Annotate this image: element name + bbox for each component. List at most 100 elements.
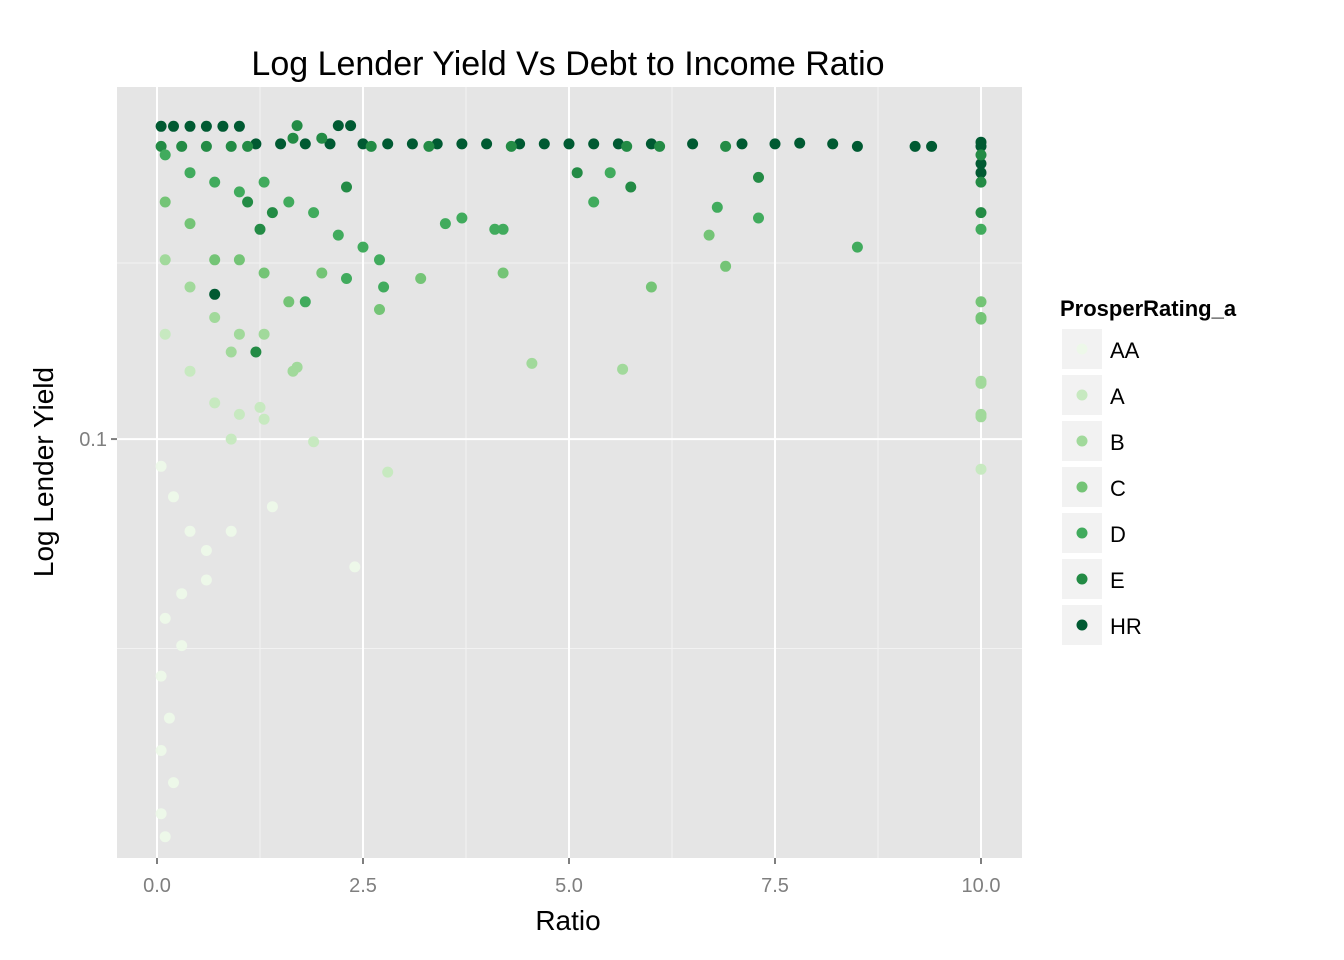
data-point-d <box>588 196 600 208</box>
data-point-hr <box>851 140 863 152</box>
x-axis-title: Ratio <box>535 905 600 936</box>
legend-item-d: D <box>1060 511 1126 555</box>
data-point-c <box>233 254 245 266</box>
data-point-d <box>184 167 196 179</box>
data-point-d <box>332 229 344 241</box>
data-point-e <box>291 120 303 132</box>
data-point-c <box>497 267 509 279</box>
data-point-b <box>258 328 270 340</box>
legend-item-hr: HR <box>1060 603 1142 647</box>
data-point-aa <box>168 777 179 789</box>
data-point-hr <box>184 120 196 132</box>
data-point-d <box>489 223 501 235</box>
data-point-e <box>720 140 732 152</box>
data-point-e <box>316 132 328 144</box>
data-point-a <box>254 401 266 413</box>
legend-swatch <box>1076 343 1088 355</box>
data-point-d <box>357 241 369 253</box>
data-point-b <box>159 254 171 266</box>
data-point-b <box>225 346 237 358</box>
data-point-e <box>242 140 254 152</box>
data-point-d <box>299 296 311 308</box>
data-point-d <box>456 212 468 224</box>
data-point-d <box>374 254 385 266</box>
data-point-c <box>316 267 328 279</box>
data-point-aa <box>176 640 188 652</box>
data-point-hr <box>209 288 221 300</box>
data-point-hr <box>926 140 938 152</box>
data-point-e <box>753 171 764 183</box>
data-point-aa <box>155 670 167 682</box>
data-point-d <box>159 149 171 161</box>
data-point-c <box>258 267 270 279</box>
data-point-b <box>287 365 299 377</box>
data-point-hr <box>456 138 468 150</box>
legend-item-e: E <box>1060 557 1125 601</box>
legend-item-aa: AA <box>1060 327 1140 371</box>
data-point-hr <box>275 138 287 150</box>
data-point-a <box>382 466 394 478</box>
data-point-a <box>233 408 245 420</box>
data-point-b <box>233 328 245 340</box>
data-points <box>155 120 987 843</box>
chart-title: Log Lender Yield Vs Debt to Income Ratio <box>251 45 884 83</box>
data-point-hr <box>299 138 311 150</box>
x-tick-label: 2.5 <box>349 875 377 897</box>
data-point-aa <box>184 525 196 537</box>
legend-swatch <box>1076 435 1088 447</box>
data-point-aa <box>155 808 167 820</box>
data-point-b <box>526 357 538 369</box>
x-tick-label: 0.0 <box>143 875 171 897</box>
x-tick-label: 5.0 <box>555 875 583 897</box>
data-point-a <box>209 397 221 409</box>
data-point-e <box>225 140 237 152</box>
legend-label: B <box>1110 430 1125 455</box>
data-point-hr <box>345 120 357 132</box>
data-point-hr <box>431 138 443 150</box>
data-point-e <box>176 140 188 152</box>
data-point-c <box>374 304 385 315</box>
data-point-hr <box>168 120 179 132</box>
data-point-hr <box>382 138 394 150</box>
y-tick-label: 0.1 <box>79 429 107 451</box>
data-point-c <box>283 296 295 308</box>
data-point-aa <box>163 712 175 724</box>
data-point-aa <box>266 501 278 513</box>
data-point-e <box>975 176 987 188</box>
data-point-c <box>703 229 715 241</box>
data-point-d <box>604 167 616 179</box>
data-point-b <box>975 411 987 423</box>
data-point-hr <box>538 138 550 150</box>
data-point-d <box>497 223 509 235</box>
data-point-c <box>975 296 987 308</box>
data-point-d <box>341 273 352 284</box>
data-point-aa <box>159 831 171 843</box>
data-point-aa <box>176 588 188 600</box>
data-point-e <box>505 140 517 152</box>
data-point-c <box>159 196 171 208</box>
data-point-e <box>200 140 212 152</box>
data-point-d <box>233 186 245 198</box>
data-point-hr <box>233 120 245 132</box>
data-point-c <box>975 313 987 325</box>
data-point-aa <box>200 574 212 586</box>
data-point-e <box>341 181 352 193</box>
legend-label: HR <box>1110 614 1142 639</box>
data-point-e <box>155 140 167 152</box>
data-point-hr <box>612 138 624 150</box>
data-point-a <box>225 433 237 445</box>
data-point-b <box>209 312 221 323</box>
legend-swatch <box>1076 389 1088 401</box>
data-point-a <box>308 436 320 448</box>
legend-swatch <box>1076 619 1088 631</box>
data-point-aa <box>200 545 212 556</box>
legend-item-c: C <box>1060 465 1126 509</box>
data-point-e <box>975 207 987 219</box>
data-point-hr <box>975 140 987 152</box>
data-point-d <box>308 207 320 219</box>
data-point-hr <box>736 138 748 150</box>
legend-label: A <box>1110 384 1125 409</box>
data-point-hr <box>200 120 212 132</box>
x-tick-label: 7.5 <box>761 875 789 897</box>
data-point-hr <box>217 120 229 132</box>
